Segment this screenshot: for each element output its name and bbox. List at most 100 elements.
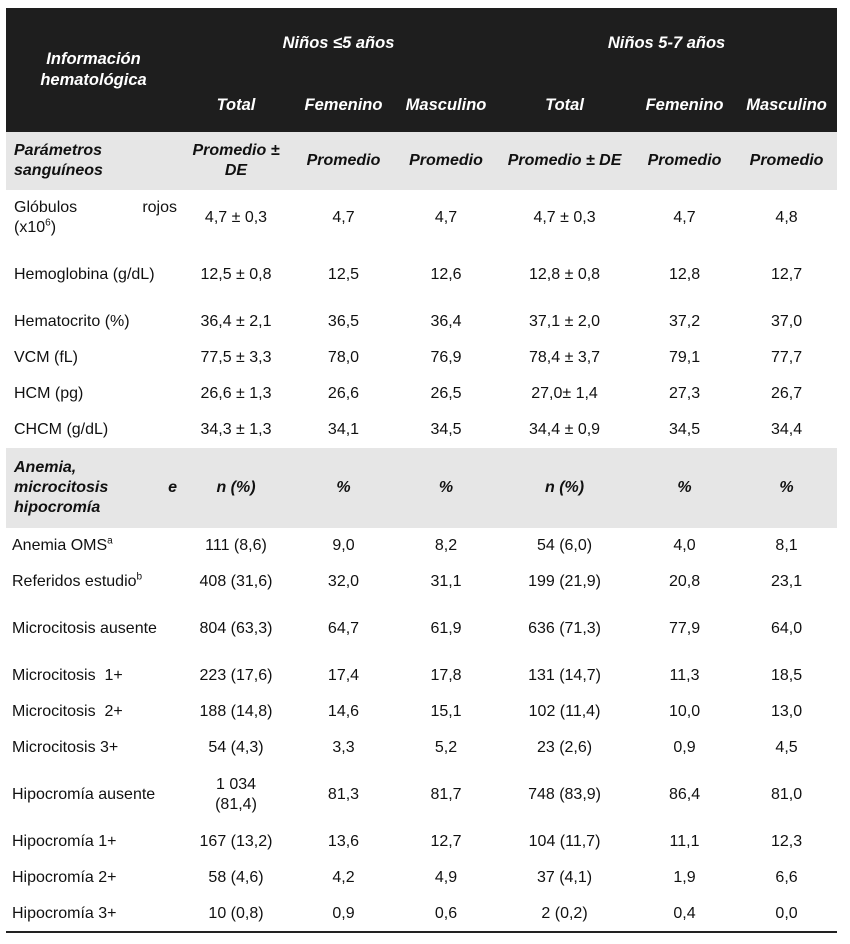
row-label-superscript: a — [107, 535, 113, 547]
header-group-5-7: Niños 5-7 años — [607, 33, 726, 52]
header-fem-2: Femenino — [645, 95, 724, 114]
header-group-under-5: Niños ≤5 años — [282, 33, 395, 52]
cell-fem-2: 11,3 — [669, 667, 700, 684]
cell-total-1: 58 (4,6) — [208, 869, 264, 886]
row-label: Hematocrito (%) — [14, 313, 130, 330]
cell-masc-2: 23,1 — [770, 573, 803, 590]
cell-masc-2: 8,1 — [775, 537, 798, 554]
section-parametros-masc: Promedio — [409, 152, 483, 169]
row-label: Hemoglobina (g/dL) — [14, 266, 155, 283]
cell-masc-1: 31,1 — [430, 573, 462, 590]
cell-fem-1: 81,3 — [327, 786, 360, 803]
cell-fem-2: 4,0 — [673, 537, 696, 554]
row-label: Hipocromía 1+ — [12, 833, 117, 850]
cell-total-2: 54 (6,0) — [536, 537, 593, 554]
header-total-1: Total — [216, 95, 256, 114]
section-parametros-fem: Promedio — [306, 152, 381, 169]
section-anemia-fem: % — [336, 479, 351, 496]
cell-masc-2: 12,3 — [770, 833, 803, 850]
section-anemia-label-line: hipocromía — [14, 499, 101, 516]
cell-masc-2: 81,0 — [770, 786, 803, 803]
cell-fem-2: 0,9 — [673, 739, 696, 756]
row-label-part: ) — [50, 219, 57, 236]
table-row: Hipocromía 2+ 58 (4,6) 4,2 4,9 37 (4,1) … — [6, 860, 837, 896]
cell-total-2: 34,4 ± 0,9 — [529, 421, 601, 438]
cell-total-2: 27,0± 1,4 — [531, 385, 598, 402]
header-masc-2: Masculino — [746, 95, 827, 114]
section-parametros-total: Promedio ± DE — [192, 142, 280, 179]
table-row: Hematocrito (%) 36,4 ± 2,1 36,5 36,4 37,… — [6, 304, 837, 340]
cell-fem-1: 17,4 — [327, 667, 360, 684]
cell-total-1: 4,7 ± 0,3 — [204, 209, 268, 226]
cell-total-2: 131 (14,7) — [528, 667, 601, 684]
cell-total-1: 167 (13,2) — [199, 833, 273, 850]
cell-total-2: 199 (21,9) — [528, 573, 601, 590]
cell-total-1: 223 (17,6) — [199, 667, 273, 684]
table-row: Anemia OMSa 111 (8,6) 9,0 8,2 54 (6,0) 4… — [6, 528, 837, 564]
row-label-text: Anemia OMS — [12, 537, 108, 554]
row-label-part: rojos — [142, 199, 177, 216]
cell-masc-1: 61,9 — [430, 620, 462, 637]
cell-masc-1: 12,6 — [430, 266, 462, 283]
cell-fem-2: 27,3 — [668, 385, 701, 402]
cell-fem-1: 12,5 — [327, 266, 360, 283]
row-label: Microcitosis 1+ — [12, 667, 123, 684]
cell-fem-2: 11,1 — [669, 833, 700, 850]
cell-masc-1: 81,7 — [430, 786, 462, 803]
cell-fem-1: 36,5 — [327, 313, 360, 330]
section-parametros-total2: Promedio ± DE — [507, 152, 622, 169]
table-row: Microcitosis ausente 804 (63,3) 64,7 61,… — [6, 600, 837, 658]
header-row-groups: Información hematológica Niños ≤5 años N… — [6, 8, 838, 89]
cell-total-1: 36,4 ± 2,1 — [200, 313, 272, 330]
cell-masc-1: 5,2 — [434, 739, 458, 756]
cell-masc-1: 12,7 — [430, 833, 462, 850]
cell-fem-1: 4,2 — [332, 869, 355, 886]
cell-total-2: 748 (83,9) — [528, 786, 601, 803]
cell-total-2: 78,4 ± 3,7 — [529, 349, 601, 366]
row-label-superscript: b — [136, 571, 143, 583]
cell-masc-2: 37,0 — [770, 313, 803, 330]
cell-masc-2: 77,7 — [770, 349, 803, 366]
cell-fem-1: 32,0 — [327, 573, 360, 590]
cell-fem-1: 34,1 — [327, 421, 360, 438]
row-label: Microcitosis 3+ — [12, 739, 119, 756]
table-row: VCM (fL) 77,5 ± 3,3 78,0 76,9 78,4 ± 3,7… — [6, 340, 837, 376]
header-masc-1: Masculino — [405, 95, 487, 114]
table-row: Hemoglobina (g/dL) 12,5 ± 0,8 12,5 12,6 … — [6, 246, 837, 304]
section-anemia-label-line: Anemia, — [14, 459, 77, 476]
cell-masc-2: 0,0 — [736, 896, 838, 933]
cell-fem-2: 20,8 — [668, 573, 701, 590]
section-anemia-label-line: microcitosis e — [14, 478, 177, 498]
row-label-line: Glóbulos rojos — [14, 198, 177, 218]
section-anemia-masc: % — [438, 479, 454, 496]
cell-fem-2: 77,9 — [668, 620, 701, 637]
row-label-text: Referidos estudio — [12, 573, 137, 590]
cell-total-1: 408 (31,6) — [199, 573, 273, 590]
cell-masc-1: 8,2 — [434, 537, 458, 554]
row-label: HCM (pg) — [14, 385, 84, 402]
table-row: Microcitosis 2+ 188 (14,8) 14,6 15,1 102… — [6, 694, 837, 730]
cell-masc-1: 34,5 — [430, 421, 462, 438]
section-anemia-label-part: microcitosis — [14, 479, 109, 496]
row-label: Hipocromía ausente — [12, 786, 156, 803]
section-anemia-fem2: % — [677, 479, 692, 496]
table-row: Hipocromía 3+ 10 (0,8) 0,9 0,6 2 (0,2) 0… — [6, 896, 838, 933]
cell-fem-2: 0,4 — [633, 896, 737, 933]
cell-masc-1: 15,1 — [430, 703, 462, 720]
cell-total-2: 37 (4,1) — [536, 869, 593, 886]
table-row: Microcitosis 3+ 54 (4,3) 3,3 5,2 23 (2,6… — [6, 730, 837, 766]
cell-masc-1: 26,5 — [430, 385, 462, 402]
hematology-table: Información hematológica Niños ≤5 años N… — [6, 8, 838, 933]
cell-masc-2: 12,7 — [770, 266, 803, 283]
row-label: Anemia OMSa — [6, 528, 181, 564]
cell-total-1: 54 (4,3) — [208, 739, 264, 756]
cell-masc-1: 17,8 — [430, 667, 462, 684]
section-anemia-total2: n (%) — [544, 479, 585, 496]
cell-fem-2: 4,7 — [673, 209, 696, 226]
cell-total-2: 4,7 ± 0,3 — [533, 209, 596, 226]
header-total-2: Total — [545, 95, 584, 114]
row-label-part: Glóbulos — [14, 199, 78, 216]
cell-masc-2: 64,0 — [770, 620, 803, 637]
section-anemia-masc2: % — [779, 479, 794, 496]
cell-masc-2: 13,0 — [770, 703, 803, 720]
